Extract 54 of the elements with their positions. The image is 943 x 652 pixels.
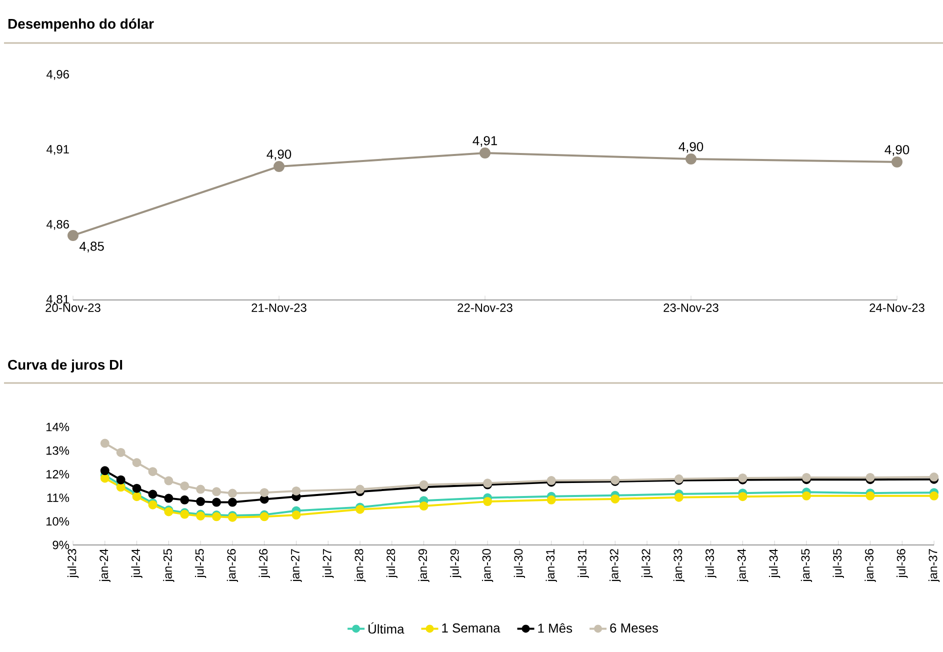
x-tick-label: jan-26 [226,549,238,582]
y-tick-label: 4,81 [46,295,69,305]
x-tick-label: jan-30 [482,548,494,582]
data-label: 4,90 [884,145,910,156]
x-tick-label: jan-31 [546,549,557,582]
x-tick-label: 20-Nov-23 [46,304,100,312]
x-tick-label: jul-33 [705,549,716,578]
y-tick-label: 4,96 [46,70,69,80]
x-tick-label: jul-35 [832,549,844,578]
chart-title: Curva de juros DI [8,359,122,372]
x-tick-label: jul-24 [131,548,142,578]
legend-label: 1 Mês [538,623,572,633]
x-tick-label: jul-23 [67,549,79,578]
data-label: 4,90 [266,150,292,160]
x-tick-label: jan-32 [610,549,621,582]
x-tick-label: jan-35 [800,549,812,582]
x-tick-label: jan-27 [290,549,302,582]
x-tick-label: jul-31 [578,549,589,578]
x-tick-label: jan-36 [864,549,876,582]
x-tick-label: jul-27 [322,549,334,578]
legend-label: Última [368,622,404,634]
y-tick-label: 11% [47,494,70,502]
x-tick-label: jul-32 [641,549,653,578]
x-tick-label: jul-30 [514,548,526,578]
x-tick-label: jan-37 [928,549,940,582]
y-tick-label: 13% [46,446,70,455]
x-tick-label: jul-36 [896,549,908,578]
y-tick-label: 4,86 [46,220,69,230]
x-tick-label: jan-28 [354,549,366,582]
x-tick-label: 23-Nov-23 [664,304,718,312]
y-tick-label: 14% [46,422,70,432]
x-tick-label: 22-Nov-23 [458,304,512,312]
chart-title: Desempenho do dólar [8,18,154,32]
y-tick-label: 4,91 [46,145,69,155]
x-tick-label: jan-34 [737,548,748,582]
y-tick-label: 12% [46,470,70,478]
legend-label: 1 Semana [442,623,500,633]
x-tick-label: jul-28 [386,549,398,578]
x-tick-label: jan-24 [99,548,110,582]
x-tick-label: jul-25 [195,549,206,578]
x-tick-label: jul-34 [769,548,780,578]
y-tick-label: 10% [46,517,70,526]
legend-label: 6 Meses [610,623,658,633]
x-tick-label: 24-Nov-23 [870,304,924,312]
data-label: 4,90 [678,142,704,153]
x-tick-label: jan-25 [163,549,174,582]
x-tick-label: jan-29 [418,549,430,582]
x-tick-label: jan-33 [673,549,684,582]
data-label: 4,91 [472,136,497,147]
y-tick-label: 9% [52,540,70,550]
x-tick-label: 21-Nov-23 [252,304,306,312]
x-tick-label: jul-26 [258,549,270,578]
data-label: 4,85 [80,242,104,252]
x-tick-label: jul-29 [450,549,462,578]
